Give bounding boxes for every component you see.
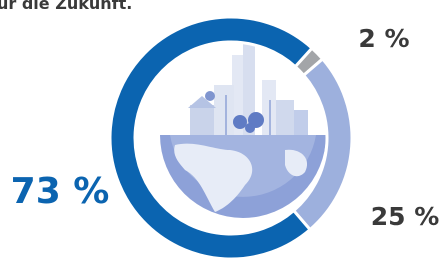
value-label: 25 % — [371, 202, 440, 231]
page: ür die Zukunft. 2 %25 %73 % (() => { con… — [0, 0, 442, 260]
chart-title: ür die Zukunft. — [0, 0, 132, 13]
value-label: 2 % — [358, 24, 409, 53]
value-label: 73 % — [11, 171, 110, 212]
chart: ür die Zukunft. 2 % 25 % 73 % — [0, 0, 442, 260]
